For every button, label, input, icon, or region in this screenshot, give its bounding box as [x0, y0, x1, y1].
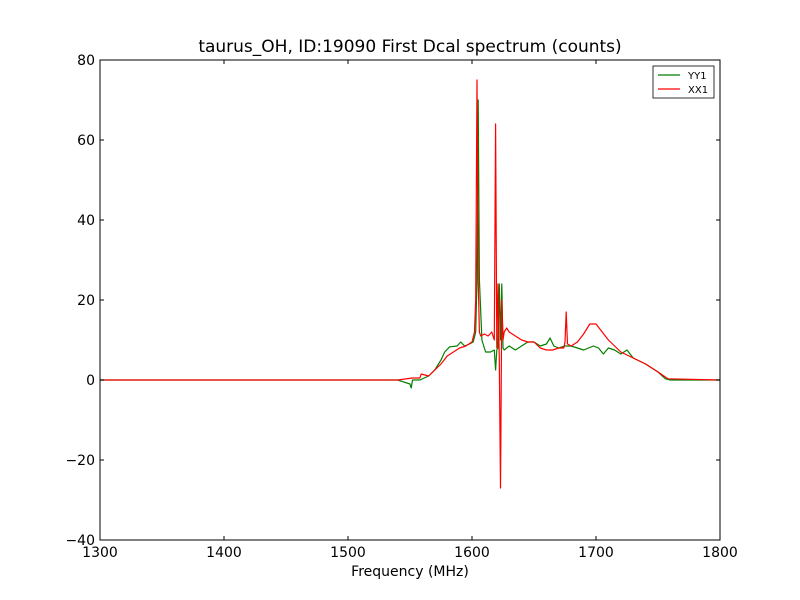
x-tick-label: 1500 [330, 545, 366, 561]
x-axis-label: Frequency (MHz) [351, 564, 469, 580]
y-tick-label: 40 [77, 213, 95, 229]
y-tick-label: 60 [77, 133, 95, 149]
y-tick-label: 0 [86, 373, 95, 389]
series-line-yy1 [100, 99, 720, 389]
y-tick-label: 20 [77, 293, 95, 309]
y-tick-label: 80 [77, 53, 95, 69]
y-tick-label: −20 [65, 453, 95, 469]
x-tick-label: 1400 [206, 545, 242, 561]
x-tick-label: 1700 [578, 545, 614, 561]
x-tick-label: 1300 [82, 545, 118, 561]
series-line-xx1 [100, 79, 720, 489]
legend-label-xx1: XX1 [688, 85, 708, 96]
y-tick-label: −40 [65, 533, 95, 549]
x-tick-label: 1800 [702, 545, 738, 561]
x-tick-label: 1600 [454, 545, 490, 561]
plot-area: 1300 1400 1500 1600 1700 1800 −40 −20 0 20 40 60 80 [65, 53, 737, 561]
legend-box [652, 65, 715, 99]
series-layer [100, 79, 720, 489]
legend-label-yy1: YY1 [687, 71, 707, 82]
chart-title: taurus_OH, ID:19090 First Dcal spectrum … [198, 37, 621, 57]
ticks-layer: 1300 1400 1500 1600 1700 1800 −40 −20 0 20 40 60 80 [65, 53, 737, 561]
